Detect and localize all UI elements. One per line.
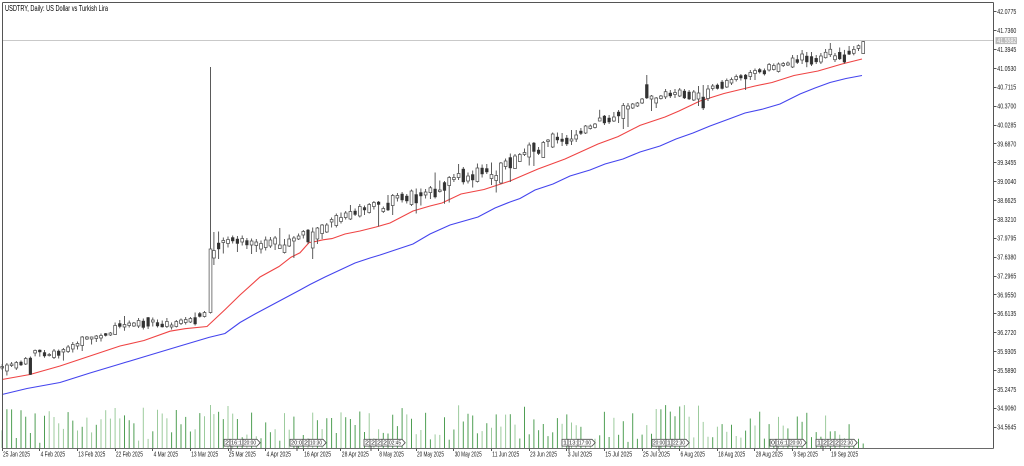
- svg-text:11 Jun 2025: 11 Jun 2025: [492, 452, 519, 459]
- svg-text:2: 2: [829, 441, 833, 447]
- svg-text:23 Jun 2025: 23 Jun 2025: [530, 452, 557, 459]
- svg-text:30 May 2025: 30 May 2025: [455, 452, 482, 459]
- svg-text:15 Jul 2025: 15 Jul 2025: [605, 452, 632, 459]
- svg-text:6 Aug 2025: 6 Aug 2025: [681, 452, 706, 459]
- svg-text:16:1: 16:1: [231, 441, 242, 447]
- svg-text:13:: 13:: [569, 441, 577, 447]
- svg-text:34.9060: 34.9060: [997, 406, 1016, 413]
- svg-text:35.9305: 35.9305: [997, 349, 1016, 356]
- svg-text:2: 2: [371, 441, 375, 447]
- svg-text:4 Mar 2025: 4 Mar 2025: [154, 452, 179, 459]
- svg-text:41.7360: 41.7360: [997, 28, 1016, 35]
- svg-text:35.5890: 35.5890: [997, 368, 1016, 375]
- svg-text:28 Apr 2025: 28 Apr 2025: [342, 452, 369, 459]
- svg-text:36.6135: 36.6135: [997, 311, 1016, 318]
- svg-text:2: 2: [377, 441, 381, 447]
- svg-text:4 Feb 2025: 4 Feb 2025: [41, 452, 66, 459]
- svg-text:8 May 2025: 8 May 2025: [379, 452, 404, 459]
- svg-text:22:30: 22:30: [673, 441, 685, 447]
- svg-text:19 Sep 2025: 19 Sep 2025: [831, 452, 858, 459]
- svg-text:16:1: 16:1: [777, 441, 788, 447]
- svg-text:4 Apr 2025: 4 Apr 2025: [267, 452, 292, 459]
- svg-text:36.2720: 36.2720: [997, 330, 1016, 337]
- svg-text:18 Aug 2025: 18 Aug 2025: [718, 452, 745, 459]
- svg-text:02:45: 02:45: [389, 441, 401, 447]
- svg-text:37.6380: 37.6380: [997, 255, 1016, 262]
- svg-text:35.2475: 35.2475: [997, 387, 1016, 394]
- svg-text:10:30: 10:30: [310, 441, 322, 447]
- svg-text:2: 2: [304, 441, 308, 447]
- svg-text:37.9795: 37.9795: [997, 236, 1016, 243]
- svg-text:22 Feb 2025: 22 Feb 2025: [116, 452, 143, 459]
- svg-text:41.5582: 41.5582: [997, 38, 1016, 45]
- svg-text:38.6625: 38.6625: [997, 198, 1016, 205]
- svg-text:41.0530: 41.0530: [997, 66, 1016, 73]
- svg-text:25 Mar 2025: 25 Mar 2025: [229, 452, 256, 459]
- svg-text:2: 2: [225, 441, 229, 447]
- svg-text:1: 1: [667, 441, 671, 447]
- svg-text:2: 2: [823, 441, 827, 447]
- svg-text:39.0040: 39.0040: [997, 179, 1016, 186]
- svg-text:USDTRY, Daily: US Dollar vs T: USDTRY, Daily: US Dollar vs Turkish Lira: [5, 4, 108, 13]
- svg-text:22:30: 22:30: [841, 441, 853, 447]
- svg-text:38.3210: 38.3210: [997, 217, 1016, 224]
- svg-text:2: 2: [383, 441, 387, 447]
- svg-text:25 Jan 2025: 25 Jan 2025: [3, 452, 30, 459]
- svg-text:1: 1: [563, 441, 567, 447]
- svg-text:20 May 2025: 20 May 2025: [417, 452, 444, 459]
- svg-text:16 Apr 2025: 16 Apr 2025: [304, 452, 331, 459]
- svg-text:40.3700: 40.3700: [997, 104, 1016, 111]
- svg-text:2: 2: [835, 441, 839, 447]
- svg-text:39.6870: 39.6870: [997, 141, 1016, 148]
- svg-text:3 Jul 2025: 3 Jul 2025: [568, 452, 593, 459]
- svg-text:17:00: 17:00: [579, 441, 591, 447]
- svg-text:25 Jul 2025: 25 Jul 2025: [643, 452, 670, 459]
- svg-text:9 Sep 2025: 9 Sep 2025: [793, 452, 818, 459]
- svg-text:0: 0: [771, 441, 775, 447]
- svg-text:20:00: 20:00: [244, 441, 256, 447]
- svg-text:34.5645: 34.5645: [997, 425, 1016, 432]
- svg-text:20:00: 20:00: [653, 441, 665, 447]
- svg-text:37.2965: 37.2965: [997, 274, 1016, 281]
- svg-text:36.9550: 36.9550: [997, 292, 1016, 299]
- svg-text:39.3455: 39.3455: [997, 160, 1016, 167]
- svg-text:42.0775: 42.0775: [997, 9, 1016, 16]
- svg-text:41.3945: 41.3945: [997, 47, 1016, 54]
- svg-text:20:00: 20:00: [790, 441, 802, 447]
- svg-text:40.0285: 40.0285: [997, 123, 1016, 130]
- svg-text:20:0: 20:0: [291, 441, 302, 447]
- svg-text:2: 2: [365, 441, 369, 447]
- svg-text:28 Aug 2025: 28 Aug 2025: [756, 452, 783, 459]
- svg-text:40.7115: 40.7115: [997, 85, 1016, 92]
- svg-text:13 Mar 2025: 13 Mar 2025: [191, 452, 218, 459]
- svg-text:13 Feb 2025: 13 Feb 2025: [78, 452, 105, 459]
- svg-text:1: 1: [817, 441, 821, 447]
